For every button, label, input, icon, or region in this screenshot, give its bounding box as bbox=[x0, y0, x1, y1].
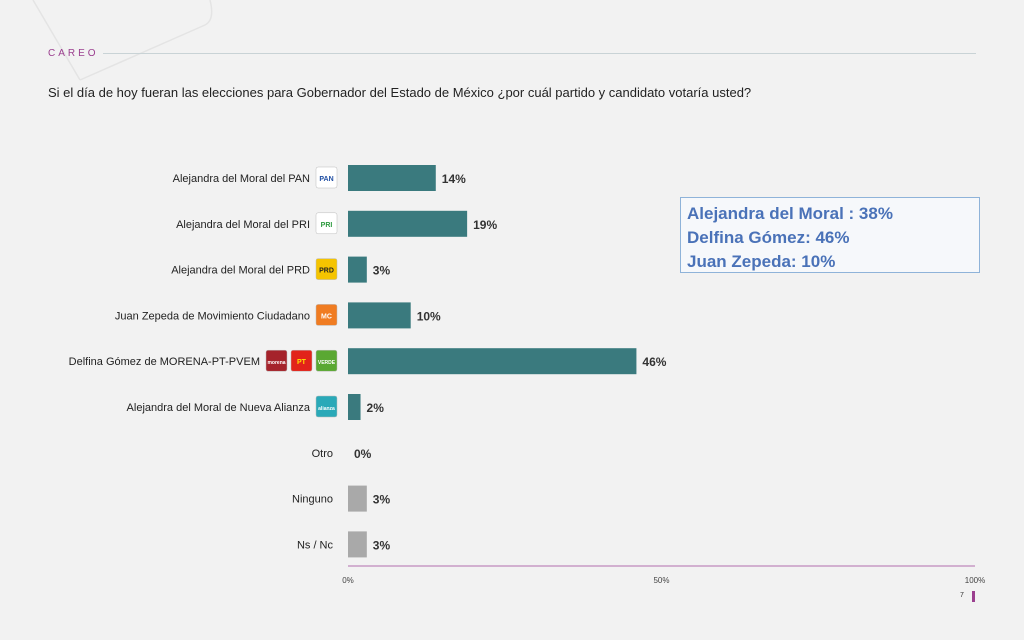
x-tick-label: 50% bbox=[653, 576, 669, 585]
bar bbox=[348, 394, 361, 420]
party-logo-text: PRD bbox=[319, 268, 334, 275]
bar bbox=[348, 302, 411, 329]
party-logo-pt bbox=[290, 349, 313, 372]
category-label: Juan Zepeda de Movimiento Ciudadano bbox=[115, 310, 310, 322]
value-label: 2% bbox=[367, 401, 385, 415]
bar bbox=[348, 531, 367, 558]
value-label: 3% bbox=[373, 493, 391, 507]
party-logo-text: morena bbox=[267, 360, 285, 366]
value-label: 14% bbox=[442, 172, 466, 186]
bar bbox=[348, 485, 367, 512]
value-label: 3% bbox=[373, 538, 391, 552]
value-label: 0% bbox=[354, 447, 372, 461]
summary-line: Juan Zepeda: 10% bbox=[687, 252, 836, 271]
section-divider bbox=[103, 53, 976, 54]
category-label: Otro bbox=[312, 448, 333, 460]
background-decoration bbox=[32, 0, 213, 81]
x-tick-label: 0% bbox=[342, 576, 354, 585]
summary-line: Alejandra del Moral : 38% bbox=[687, 204, 893, 223]
bar bbox=[348, 348, 637, 375]
party-logo-text: PT bbox=[297, 359, 307, 366]
page-number: 7 bbox=[960, 592, 964, 599]
party-logo-pri bbox=[315, 212, 338, 235]
page-marker bbox=[972, 591, 975, 602]
party-logo-prd bbox=[315, 258, 338, 280]
party-logo-text: MC bbox=[321, 313, 332, 320]
party-logo-pan bbox=[315, 166, 338, 189]
category-label: Alejandra del Moral del PRI bbox=[176, 219, 310, 231]
category-label: Alejandra del Moral de Nueva Alianza bbox=[127, 402, 311, 414]
party-logo-text: VERDE bbox=[318, 360, 336, 366]
value-label: 46% bbox=[642, 355, 666, 369]
question-text: Si el día de hoy fueran las elecciones p… bbox=[48, 85, 752, 100]
value-label: 19% bbox=[473, 218, 497, 232]
value-label: 3% bbox=[373, 264, 391, 278]
category-label: Alejandra del Moral del PRD bbox=[171, 265, 310, 277]
party-logo-mc bbox=[315, 304, 338, 326]
party-logo-text: PRI bbox=[321, 222, 333, 229]
value-label: 10% bbox=[417, 309, 441, 323]
category-label: Delfina Gómez de MORENA-PT-PVEM bbox=[69, 356, 260, 368]
category-label: Alejandra del Moral del PAN bbox=[173, 173, 310, 185]
category-label: Ninguno bbox=[292, 494, 333, 506]
party-logo-alianza bbox=[315, 395, 338, 418]
bar bbox=[348, 165, 436, 191]
x-tick-label: 100% bbox=[965, 576, 985, 585]
party-logo-text: alianza bbox=[318, 406, 335, 412]
category-label: Ns / Nc bbox=[297, 539, 334, 551]
party-logo-verde bbox=[315, 349, 338, 372]
party-logo-text: PAN bbox=[319, 176, 333, 183]
bar bbox=[348, 210, 468, 237]
bar bbox=[348, 256, 367, 283]
party-logo-morena bbox=[265, 349, 288, 372]
section-title: CAREO bbox=[48, 48, 99, 59]
summary-line: Delfina Gómez: 46% bbox=[687, 228, 850, 247]
summary-box: Alejandra del Moral : 38% Delfina Gómez:… bbox=[680, 197, 980, 273]
